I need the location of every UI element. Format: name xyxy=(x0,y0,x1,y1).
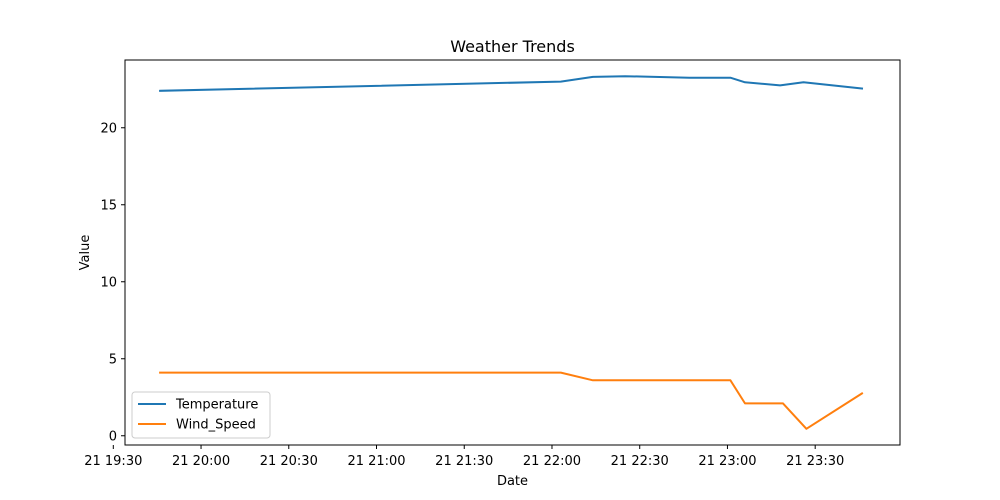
x-tick-label: 21 19:30 xyxy=(84,454,142,469)
x-axis-ticks: 21 19:30 21 20:00 21 20:30 21 21:00 21 21:30… xyxy=(84,445,844,469)
x-tick-label: 21 22:30 xyxy=(611,454,669,469)
x-tick-label: 21 20:30 xyxy=(260,454,318,469)
series-line-temperature xyxy=(159,75,864,92)
y-tick-label: 10 xyxy=(100,275,117,290)
series-line-wind-speed xyxy=(159,371,864,430)
legend-label-wind-speed: Wind_Speed xyxy=(176,418,256,433)
y-axis-ticks: 0 5 10 15 20 xyxy=(100,121,125,444)
y-tick-label: 0 xyxy=(109,429,117,444)
x-tick-label: 21 23:00 xyxy=(698,454,756,469)
legend: Temperature Wind_Speed xyxy=(131,391,271,439)
chart-title: Weather Trends xyxy=(450,37,575,56)
y-tick-label: 5 xyxy=(109,352,117,367)
legend-label-temperature: Temperature xyxy=(175,398,258,413)
x-tick-label: 21 21:00 xyxy=(347,454,405,469)
plot-area xyxy=(159,75,864,430)
axes-frame xyxy=(124,59,901,446)
y-axis-label: Value xyxy=(78,235,93,271)
legend-box xyxy=(131,391,271,439)
y-tick-label: 20 xyxy=(100,121,117,136)
x-tick-label: 21 23:30 xyxy=(786,454,844,469)
x-axis-label: Date xyxy=(497,474,528,489)
x-tick-label: 21 22:00 xyxy=(523,454,581,469)
x-tick-label: 21 21:30 xyxy=(435,454,493,469)
x-tick-label: 21 20:00 xyxy=(172,454,230,469)
y-tick-label: 15 xyxy=(100,198,117,213)
